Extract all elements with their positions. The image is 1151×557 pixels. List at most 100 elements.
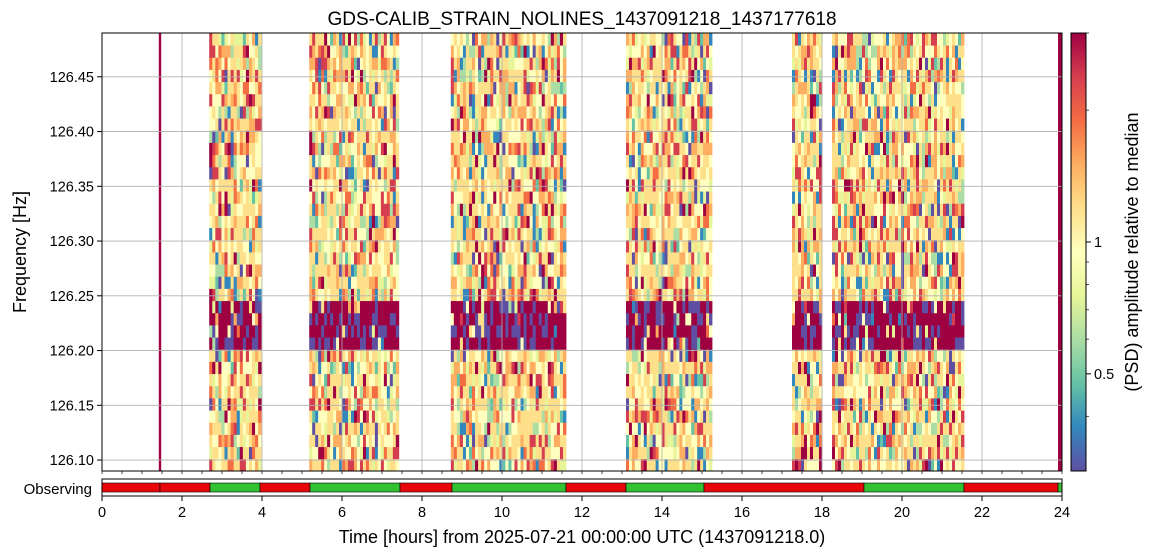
- heatmap-cell: [380, 81, 385, 95]
- heatmap-cell: [798, 203, 802, 216]
- heatmap-cell: [465, 142, 470, 156]
- heatmap-cell: [330, 93, 334, 107]
- heatmap-cell: [853, 264, 857, 277]
- heatmap-cell: [224, 203, 228, 216]
- heatmap-cell: [862, 325, 866, 338]
- heatmap-cell: [792, 69, 796, 83]
- heatmap-cell: [487, 154, 491, 168]
- heatmap-cell: [538, 422, 543, 435]
- heatmap-cell: [628, 422, 633, 435]
- heatmap-cell: [529, 227, 534, 241]
- heatmap-cell: [248, 142, 253, 156]
- heatmap-cell: [209, 373, 213, 387]
- heatmap-cell: [389, 215, 394, 229]
- heatmap-cell: [377, 215, 382, 229]
- heatmap-cell: [520, 154, 524, 168]
- heatmap-cell: [691, 179, 695, 192]
- heatmap-cell: [871, 166, 875, 180]
- heatmap-cell: [490, 325, 494, 338]
- heatmap-cell: [511, 264, 515, 277]
- heatmap-cell: [541, 252, 546, 265]
- heatmap-cell: [538, 434, 543, 448]
- heatmap-cell: [324, 166, 328, 180]
- heatmap-cell: [850, 154, 854, 168]
- heatmap-cell: [252, 337, 256, 350]
- heatmap-cell: [336, 385, 340, 399]
- heatmap-cell: [383, 434, 388, 448]
- heatmap-cell: [640, 312, 645, 326]
- heatmap-cell: [368, 337, 373, 350]
- heatmap-cell: [245, 337, 250, 350]
- heatmap-cell: [465, 166, 470, 180]
- heatmap-cell: [242, 312, 247, 326]
- heatmap-cell: [239, 385, 244, 399]
- heatmap-cell: [212, 446, 216, 460]
- heatmap-cell: [538, 227, 543, 241]
- heatmap-cell: [682, 312, 686, 326]
- heatmap-cell: [327, 434, 331, 448]
- heatmap-cell: [158, 106, 162, 119]
- heatmap-cell: [658, 446, 662, 460]
- heatmap-cell: [318, 410, 322, 423]
- heatmap-cell: [841, 398, 845, 411]
- heatmap-cell: [462, 118, 467, 131]
- heatmap-cell: [682, 179, 686, 192]
- heatmap-cell: [374, 33, 379, 46]
- heatmap-cell: [532, 191, 537, 204]
- heatmap-cell: [535, 325, 540, 338]
- heatmap-cell: [395, 337, 400, 350]
- heatmap-cell: [239, 118, 244, 131]
- heatmap-cell: [538, 325, 543, 338]
- heatmap-cell: [532, 264, 537, 277]
- heatmap-cell: [703, 288, 707, 302]
- heatmap-cell: [209, 142, 213, 156]
- heatmap-cell: [224, 398, 228, 411]
- heatmap-cell: [218, 288, 222, 302]
- heatmap-cell: [342, 57, 346, 70]
- heatmap-cell: [475, 166, 479, 180]
- heatmap-cell: [459, 337, 464, 350]
- heatmap-cell: [685, 33, 689, 46]
- heatmap-cell: [559, 434, 564, 448]
- heatmap-cell: [523, 325, 527, 338]
- heatmap-cell: [221, 398, 225, 411]
- heatmap-cell: [487, 434, 491, 448]
- heatmap-cell: [643, 398, 648, 411]
- heatmap-cell: [342, 203, 346, 216]
- heatmap-cell: [706, 361, 710, 375]
- heatmap-cell: [365, 227, 370, 241]
- heatmap-cell: [462, 288, 467, 302]
- heatmap-cell: [673, 325, 677, 338]
- heatmap-cell: [631, 410, 636, 423]
- heatmap-cell: [529, 385, 534, 399]
- heatmap-cell: [538, 264, 543, 277]
- heatmap-cell: [541, 361, 546, 375]
- heatmap-cell: [351, 215, 355, 229]
- heatmap-cell: [649, 142, 654, 156]
- heatmap-cell: [667, 300, 671, 314]
- heatmap-cell: [798, 325, 802, 338]
- heatmap-cell: [562, 106, 567, 119]
- heatmap-cell: [801, 45, 805, 58]
- heatmap-cell: [218, 349, 222, 362]
- heatmap-cell: [835, 458, 839, 472]
- heatmap-cell: [646, 106, 651, 119]
- heatmap-cell: [342, 264, 346, 277]
- heatmap-cell: [484, 179, 488, 192]
- heatmap-cell: [481, 142, 485, 156]
- heatmap-cell: [694, 166, 698, 180]
- heatmap-cell: [658, 458, 662, 472]
- heatmap-cell: [252, 130, 256, 143]
- heatmap-cell: [706, 106, 710, 119]
- heatmap-cell: [538, 361, 543, 375]
- heatmap-cell: [538, 191, 543, 204]
- heatmap-cell: [688, 166, 692, 180]
- heatmap-cell: [239, 154, 244, 168]
- heatmap-cell: [847, 252, 851, 265]
- heatmap-cell: [631, 434, 636, 448]
- heatmap-cell: [862, 179, 866, 192]
- heatmap-cell: [230, 191, 235, 204]
- heatmap-cell: [658, 288, 662, 302]
- heatmap-cell: [215, 154, 219, 168]
- heatmap-cell: [456, 118, 461, 131]
